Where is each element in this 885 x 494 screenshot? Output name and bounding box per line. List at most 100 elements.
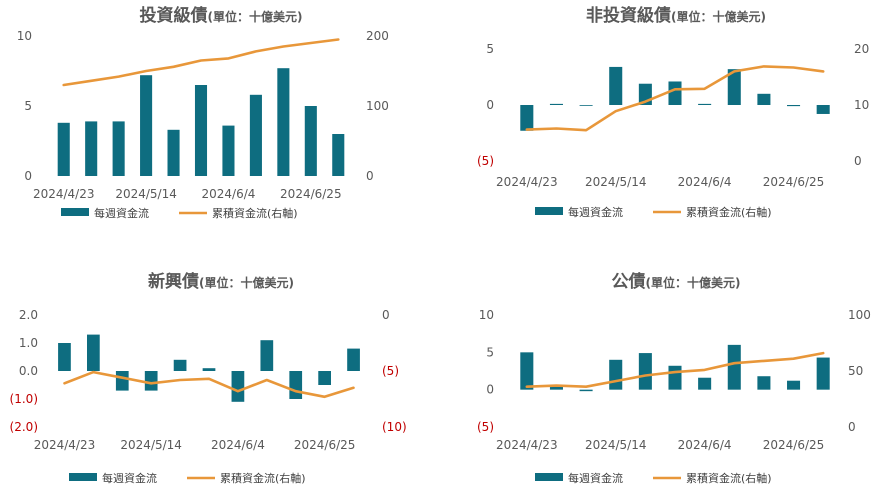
bar <box>332 134 345 176</box>
bar <box>304 106 317 176</box>
bar <box>85 121 98 176</box>
chart-title: 非投資級債(單位：十億美元) <box>586 5 766 26</box>
bar <box>289 371 303 399</box>
bar <box>727 69 741 105</box>
bar <box>140 75 153 176</box>
legend-bar-label: 每週資金流 <box>568 471 623 485</box>
bar <box>609 66 623 105</box>
bar <box>698 377 712 390</box>
bar <box>816 105 830 114</box>
cumulative-line <box>62 38 340 87</box>
chart-title: 新興債(單位：十億美元) <box>148 271 294 292</box>
y-left-tick: 1.0 <box>19 336 38 350</box>
legend-bar-swatch <box>535 207 563 215</box>
chart-title-unit: (單位：十億美元) <box>208 9 303 24</box>
legend-bar-label: 每週資金流 <box>94 206 149 220</box>
bar <box>167 129 180 176</box>
y-right-tick: 0 <box>854 154 862 168</box>
x-tick: 2024/4/23 <box>496 438 558 452</box>
x-tick: 2024/6/25 <box>763 175 825 189</box>
bar <box>112 121 125 176</box>
cumulative-line <box>63 370 355 399</box>
bar <box>579 389 593 392</box>
chart-title-main: 新興債 <box>148 271 199 292</box>
legend-line-label: 累積資金流(右軸) <box>220 471 306 485</box>
bar <box>318 371 331 385</box>
x-tick: 2024/6/4 <box>202 187 256 201</box>
chart-title: 公債(單位：十億美元) <box>612 271 741 292</box>
chart-title-main: 投資級債 <box>140 5 208 26</box>
y-right-tick: 10 <box>854 98 869 112</box>
bar <box>57 122 70 176</box>
bar <box>757 376 771 390</box>
chart-panel-2: 非投資級債(單位：十億美元) (5) 0 5 0 10 20 2024/4/23 2024/5/… <box>477 5 869 219</box>
y-left-tick: (1.0) <box>10 392 38 406</box>
y-right-tick: 0 <box>848 420 856 434</box>
chart-title-unit: (單位：十億美元) <box>646 275 741 290</box>
bar <box>549 385 563 390</box>
y-left-tick: 0 <box>24 169 32 183</box>
bar <box>347 348 360 371</box>
bar <box>520 105 534 131</box>
bar <box>757 93 771 105</box>
x-tick: 2024/6/4 <box>678 175 732 189</box>
bar <box>668 365 682 390</box>
bar <box>579 105 593 106</box>
chart-title: 投資級債(單位：十億美元) <box>140 5 303 26</box>
bar <box>231 371 245 402</box>
y-left-tick: 10 <box>17 29 32 43</box>
y-left-tick: (5) <box>477 154 494 168</box>
legend-bar-label: 每週資金流 <box>102 471 157 485</box>
x-tick: 2024/4/23 <box>496 175 558 189</box>
x-tick: 2024/6/4 <box>678 438 732 452</box>
y-right-tick: (5) <box>382 364 399 378</box>
bar <box>787 105 801 107</box>
x-tick: 2024/5/14 <box>585 175 647 189</box>
y-left-tick: 2.0 <box>19 308 38 322</box>
bar <box>727 344 741 390</box>
cumulative-line <box>525 351 825 389</box>
bar <box>698 103 712 105</box>
x-tick: 2024/4/23 <box>33 187 95 201</box>
bar <box>87 334 100 371</box>
x-tick: 2024/6/25 <box>763 438 825 452</box>
bar <box>173 359 187 371</box>
legend-line-label: 累積資金流(右軸) <box>212 206 298 220</box>
bar <box>115 371 129 391</box>
y-right-tick: 50 <box>848 364 863 378</box>
y-right-tick: 200 <box>366 29 389 43</box>
bar <box>668 81 682 105</box>
chart-title-unit: (單位：十億美元) <box>671 9 766 24</box>
x-tick: 2024/5/14 <box>120 438 182 452</box>
x-tick: 2024/4/23 <box>34 438 96 452</box>
chart-title-unit: (單位：十億美元) <box>199 275 294 290</box>
bar <box>144 371 158 391</box>
chart-title-main: 公債 <box>612 271 646 292</box>
y-left-tick: 0 <box>486 383 494 397</box>
y-left-tick: 5 <box>486 345 494 359</box>
y-left-tick: (5) <box>477 420 494 434</box>
y-right-tick: 0 <box>366 169 374 183</box>
bar <box>816 357 830 390</box>
y-right-tick: (10) <box>382 420 407 434</box>
y-right-tick: 20 <box>854 42 869 56</box>
bar <box>549 103 563 105</box>
y-left-tick: 10 <box>479 308 494 322</box>
x-tick: 2024/5/14 <box>585 438 647 452</box>
y-right-tick: 0 <box>382 308 390 322</box>
bar <box>520 352 534 390</box>
bar <box>58 343 71 371</box>
y-left-tick: 5 <box>486 42 494 56</box>
x-tick: 2024/6/25 <box>280 187 342 201</box>
legend-bar-swatch <box>535 473 563 481</box>
bar <box>277 68 290 176</box>
y-left-tick: 5 <box>24 99 32 113</box>
legend-line-label: 累積資金流(右軸) <box>686 205 772 219</box>
legend-bar-swatch <box>61 208 89 216</box>
bar <box>249 94 262 176</box>
bar <box>609 359 623 390</box>
bar <box>222 125 235 176</box>
